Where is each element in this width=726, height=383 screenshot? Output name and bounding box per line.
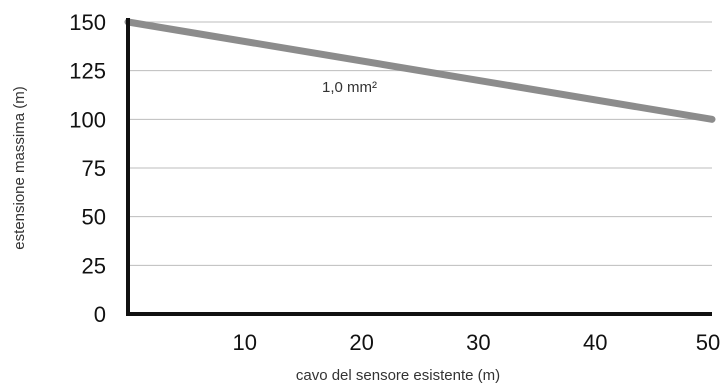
x-tick-label-50: 50 [696,330,720,355]
x-tick-label-40: 40 [583,330,607,355]
y-tick-label-0: 0 [94,302,106,327]
series-layer [124,18,716,123]
series-label: 1,0 mm² [322,79,377,96]
y-tick-label-125: 125 [69,59,106,84]
axes [126,18,712,316]
x-tick-label-10: 10 [233,330,257,355]
y-tick-label-100: 100 [69,107,106,132]
x-tick-labels: 10 20 30 40 50 [233,330,721,355]
y-axis-label: estensione massima (m) [11,86,28,249]
series-line-0 [124,18,716,123]
x-tick-label-20: 20 [349,330,373,355]
y-tick-label-25: 25 [82,253,106,278]
x-tick-label-30: 30 [466,330,490,355]
gridlines [128,21,712,266]
y-tick-label-75: 75 [82,156,106,181]
y-tick-label-150: 150 [69,10,106,35]
y-tick-labels: 0 25 50 75 100 125 150 [69,10,106,327]
y-tick-label-50: 50 [82,205,106,230]
x-axis-label: cavo del sensore esistente (m) [296,367,500,383]
